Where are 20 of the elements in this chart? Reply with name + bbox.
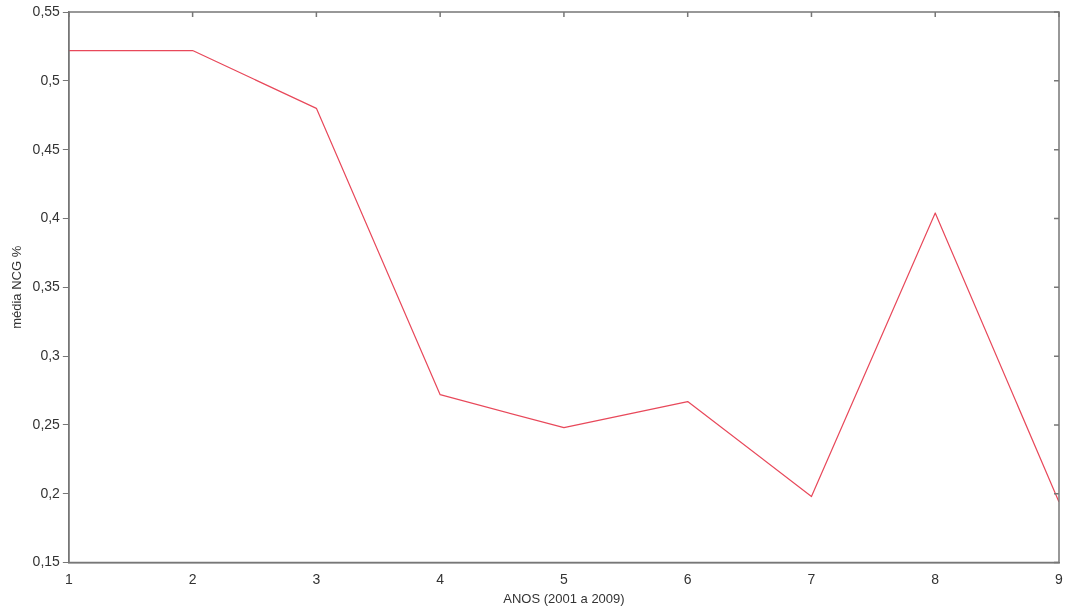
- y-tick-label: 0,45: [32, 140, 61, 157]
- x-tick-label: 2: [188, 570, 197, 587]
- y-tick-label: 0,35: [32, 278, 61, 295]
- x-tick-label: 9: [1055, 570, 1064, 587]
- y-tick-label: 0,55: [32, 2, 61, 19]
- y-tick-label: 0,15: [32, 553, 61, 570]
- x-tick-label: 6: [683, 570, 692, 587]
- x-tick-label: 8: [931, 570, 940, 587]
- x-tick-label: 3: [312, 570, 321, 587]
- y-tick-label: 0,2: [40, 484, 61, 501]
- y-tick-label: 0,5: [40, 71, 61, 88]
- x-tick-label: 7: [807, 570, 816, 587]
- x-tick-label: 1: [64, 570, 73, 587]
- x-tick-label: 5: [560, 570, 569, 587]
- y-tick-label: 0,25: [32, 415, 61, 432]
- y-axis-title: média NCG %: [9, 245, 25, 329]
- y-tick-label: 0,3: [40, 346, 61, 363]
- x-tick-label: 4: [436, 570, 445, 587]
- y-tick-label: 0,4: [40, 209, 61, 226]
- x-axis-title: ANOS (2001 a 2009): [503, 590, 625, 606]
